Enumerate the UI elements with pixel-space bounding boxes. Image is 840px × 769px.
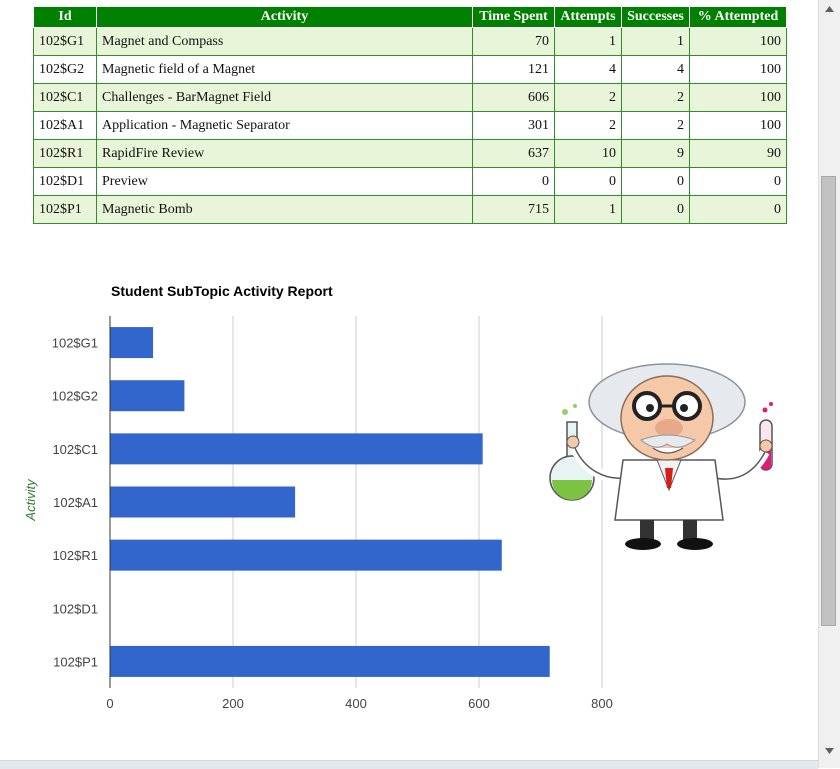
cell-successes: 0	[621, 195, 690, 224]
bar	[110, 645, 550, 677]
chart-x-tick-labels: 0 200 400 600 800	[106, 696, 612, 711]
x-tick-label: 400	[345, 696, 367, 711]
cell-attempts: 4	[554, 55, 622, 84]
cell-successes: 4	[621, 55, 690, 84]
chart-category-labels: 102$G1 102$G2 102$C1 102$A1 102$R1 102$D1 102$…	[52, 336, 98, 670]
table-row: 102$A1 Application - Magnetic Separator …	[33, 111, 787, 140]
x-tick-label: 200	[222, 696, 244, 711]
window-bottom-edge	[0, 760, 818, 769]
cell-activity: Magnetic field of a Magnet	[96, 55, 473, 84]
column-header-attempts: Attempts	[554, 6, 622, 28]
cell-attempts: 0	[554, 167, 622, 196]
cell-percent-attempted: 100	[689, 55, 787, 84]
category-label: 102$P1	[53, 654, 98, 669]
cell-time-spent: 606	[472, 83, 555, 112]
table-row: 102$C1 Challenges - BarMagnet Field 606 …	[33, 83, 787, 112]
cell-attempts: 10	[554, 139, 622, 168]
cell-time-spent: 0	[472, 167, 555, 196]
scroll-down-button[interactable]	[819, 742, 840, 759]
chart-title: Student SubTopic Activity Report	[111, 283, 333, 299]
activity-bar-chart: Student SubTopic Activity Report Activit…	[23, 283, 613, 711]
page-content: Id Activity Time Spent Attempts Successe…	[23, 6, 787, 711]
cell-activity: Magnetic Bomb	[96, 195, 473, 224]
column-header-time-spent: Time Spent	[472, 6, 555, 28]
table-row: 102$G1 Magnet and Compass 70 1 1 100	[33, 27, 787, 56]
bar	[110, 327, 154, 359]
cell-successes: 1	[621, 27, 690, 56]
scrollbar-thumb[interactable]	[821, 176, 836, 626]
category-label: 102$C1	[52, 442, 98, 457]
cell-successes: 2	[621, 111, 690, 140]
cell-id: 102$R1	[33, 139, 97, 168]
table-row: 102$R1 RapidFire Review 637 10 9 90	[33, 139, 787, 168]
cell-attempts: 1	[554, 195, 622, 224]
cell-successes: 0	[621, 167, 690, 196]
bar	[110, 433, 483, 465]
x-tick-label: 0	[106, 696, 113, 711]
scroll-up-button[interactable]	[819, 0, 840, 17]
chart-bars	[110, 327, 550, 677]
cell-attempts: 1	[554, 27, 622, 56]
cell-id: 102$P1	[33, 195, 97, 224]
cell-activity: Application - Magnetic Separator	[96, 111, 473, 140]
category-label: 102$G2	[52, 389, 98, 404]
cell-activity: RapidFire Review	[96, 139, 473, 168]
category-label: 102$G1	[52, 336, 98, 351]
cell-percent-attempted: 100	[689, 27, 787, 56]
bar	[110, 486, 296, 518]
bar	[110, 380, 185, 412]
cell-successes: 9	[621, 139, 690, 168]
column-header-activity: Activity	[96, 6, 473, 28]
cell-id: 102$G2	[33, 55, 97, 84]
scientist-illustration	[549, 363, 773, 550]
cell-percent-attempted: 0	[689, 195, 787, 224]
category-label: 102$D1	[52, 601, 98, 616]
column-header-id: Id	[33, 6, 97, 28]
x-tick-label: 800	[591, 696, 613, 711]
cell-activity: Preview	[96, 167, 473, 196]
cell-id: 102$A1	[33, 111, 97, 140]
cell-attempts: 2	[554, 111, 622, 140]
cell-percent-attempted: 100	[689, 111, 787, 140]
cell-percent-attempted: 90	[689, 139, 787, 168]
cell-activity: Magnet and Compass	[96, 27, 473, 56]
cell-id: 102$D1	[33, 167, 97, 196]
cell-time-spent: 715	[472, 195, 555, 224]
cell-time-spent: 70	[472, 27, 555, 56]
category-label: 102$A1	[53, 495, 98, 510]
cell-activity: Challenges - BarMagnet Field	[96, 83, 473, 112]
table-header-row: Id Activity Time Spent Attempts Successe…	[33, 6, 787, 28]
cell-time-spent: 121	[472, 55, 555, 84]
x-tick-label: 600	[468, 696, 490, 711]
column-header-successes: Successes	[621, 6, 690, 28]
scroll-down-arrow-icon	[825, 747, 834, 754]
cell-percent-attempted: 0	[689, 167, 787, 196]
column-header-percent-attempted: % Attempted	[689, 6, 787, 28]
cell-id: 102$C1	[33, 83, 97, 112]
table-row: 102$P1 Magnetic Bomb 715 1 0 0	[33, 195, 787, 224]
bar	[110, 539, 502, 571]
vertical-scrollbar[interactable]	[818, 0, 840, 768]
cell-time-spent: 301	[472, 111, 555, 140]
table-row: 102$D1 Preview 0 0 0 0	[33, 167, 787, 196]
category-label: 102$R1	[52, 548, 98, 563]
y-axis-title: Activity	[23, 478, 38, 522]
cell-id: 102$G1	[33, 27, 97, 56]
cell-attempts: 2	[554, 83, 622, 112]
table-row: 102$G2 Magnetic field of a Magnet 121 4 …	[33, 55, 787, 84]
cell-percent-attempted: 100	[689, 83, 787, 112]
cell-time-spent: 637	[472, 139, 555, 168]
activity-table: Id Activity Time Spent Attempts Successe…	[33, 6, 787, 224]
cell-successes: 2	[621, 83, 690, 112]
scroll-up-arrow-icon	[825, 5, 834, 12]
